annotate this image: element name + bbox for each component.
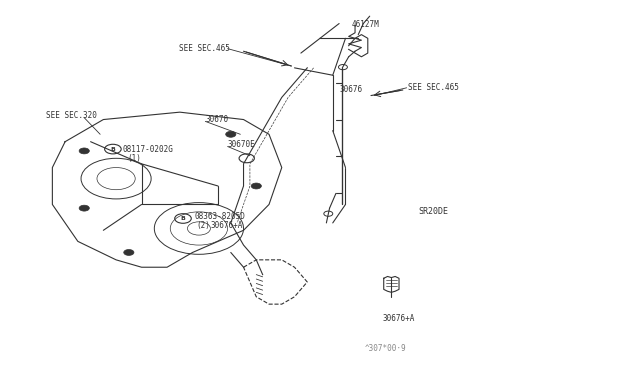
Circle shape [79, 205, 90, 211]
Text: 08363-8205D: 08363-8205D [195, 212, 245, 221]
Circle shape [79, 148, 90, 154]
Text: SEE SEC.465: SEE SEC.465 [179, 44, 229, 53]
Circle shape [124, 250, 134, 256]
Text: SEE SEC.320: SEE SEC.320 [46, 110, 97, 120]
Text: 30676+A: 30676+A [383, 314, 415, 323]
Text: B: B [180, 216, 186, 221]
Text: B: B [111, 147, 115, 151]
Circle shape [251, 183, 261, 189]
Text: (2): (2) [196, 221, 211, 230]
Text: 30670E: 30670E [228, 140, 255, 149]
Text: 30670: 30670 [205, 115, 228, 124]
Text: 30676: 30676 [339, 85, 362, 94]
Text: SR20DE: SR20DE [419, 206, 449, 216]
Text: ^307*00·9: ^307*00·9 [365, 344, 406, 353]
Text: 08117-0202G: 08117-0202G [122, 145, 173, 154]
Text: 46127M: 46127M [351, 20, 379, 29]
Text: SEE SEC.465: SEE SEC.465 [408, 83, 459, 92]
Circle shape [226, 131, 236, 137]
Text: 30676+A: 30676+A [211, 221, 243, 230]
Text: (1): (1) [127, 154, 141, 163]
